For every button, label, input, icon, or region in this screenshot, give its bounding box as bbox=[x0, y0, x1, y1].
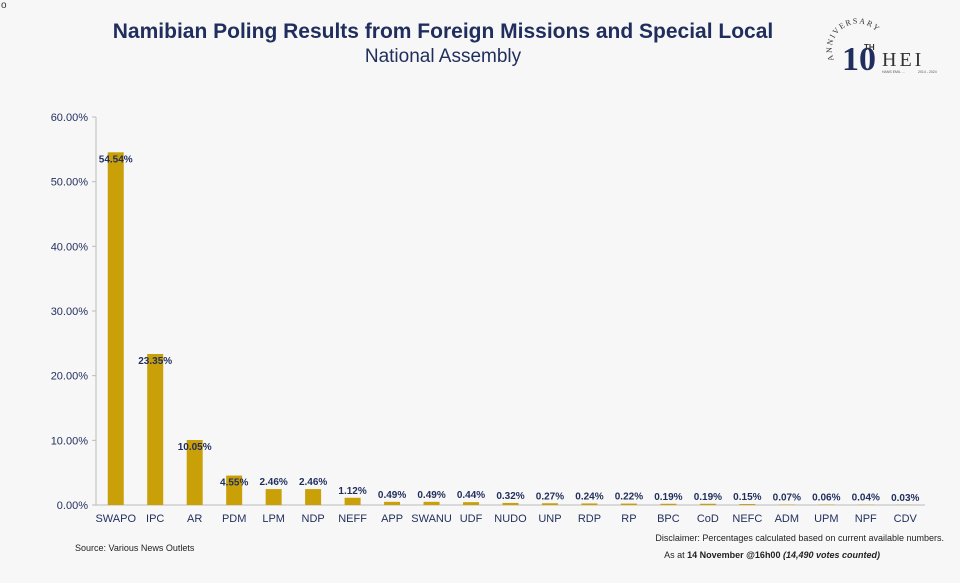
y-tick-label: 40.00% bbox=[51, 241, 89, 253]
x-tick-label: RDP bbox=[578, 513, 601, 525]
x-tick-label: UPM bbox=[814, 513, 838, 525]
x-tick-label: NEFC bbox=[732, 513, 762, 525]
bar bbox=[463, 502, 480, 505]
data-label: 0.32% bbox=[496, 491, 524, 502]
bar bbox=[699, 503, 716, 505]
data-label: 0.03% bbox=[891, 493, 919, 504]
x-tick-label: LPM bbox=[262, 513, 285, 525]
bar bbox=[739, 504, 756, 505]
y-tick-label: 10.00% bbox=[51, 435, 89, 447]
x-tick-label: UNP bbox=[538, 513, 561, 525]
logo-years: 2014 - 2024 bbox=[918, 70, 937, 74]
x-tick-label: BPC bbox=[657, 513, 680, 525]
as-at-date: 14 November @16h00 bbox=[687, 550, 781, 560]
corner-mark: o bbox=[1, 0, 7, 11]
x-tick-label: NDP bbox=[302, 513, 325, 525]
data-label: 23.35% bbox=[138, 356, 172, 367]
source-note: Source: Various News Outlets bbox=[75, 543, 195, 553]
logo-number: 10 bbox=[842, 41, 876, 78]
bar bbox=[107, 152, 124, 506]
bar bbox=[581, 503, 598, 505]
data-label: 0.07% bbox=[773, 493, 801, 504]
bar bbox=[502, 502, 519, 505]
y-tick-label: 20.00% bbox=[51, 371, 89, 383]
data-label: 0.19% bbox=[694, 492, 722, 503]
bar bbox=[660, 503, 677, 505]
data-label: 0.22% bbox=[615, 492, 643, 503]
data-label: 0.06% bbox=[812, 493, 840, 504]
data-label: 0.49% bbox=[417, 490, 445, 501]
data-label: 0.27% bbox=[536, 491, 564, 502]
data-label: 10.05% bbox=[178, 442, 212, 453]
bar bbox=[541, 503, 558, 505]
chart-subtitle: National Assembly bbox=[364, 46, 522, 67]
x-tick-label: NUDO bbox=[494, 513, 527, 525]
x-tick-label: PDM bbox=[222, 513, 246, 525]
data-label: 4.55% bbox=[220, 478, 248, 489]
x-tick-label: CoD bbox=[697, 513, 719, 525]
bar bbox=[226, 475, 243, 505]
x-tick-label: ADM bbox=[775, 513, 799, 525]
data-label: 0.49% bbox=[378, 490, 406, 501]
as-at-count: (14,490 votes counted) bbox=[782, 550, 880, 560]
disclaimer-note: Disclaimer: Percentages calculated based… bbox=[655, 533, 944, 543]
bar bbox=[344, 497, 361, 505]
chart-title: Namibian Poling Results from Foreign Mis… bbox=[112, 20, 774, 43]
data-label: 0.04% bbox=[852, 493, 880, 504]
bar bbox=[620, 503, 637, 505]
y-tick-label: 50.00% bbox=[51, 177, 89, 189]
x-tick-label: UDF bbox=[460, 513, 483, 525]
data-label: 0.24% bbox=[575, 491, 603, 502]
y-tick-label: 30.00% bbox=[51, 306, 89, 318]
logo-letters: HEI bbox=[882, 49, 924, 71]
y-tick-label: 60.00% bbox=[51, 112, 89, 124]
x-tick-label: SWANU bbox=[411, 513, 452, 525]
hei-anniversary-logo: ANNIVERSARY 10 TH HEI HANS EMIL ... 2014… bbox=[825, 16, 937, 78]
data-label: 1.12% bbox=[338, 486, 366, 497]
data-label: 2.46% bbox=[299, 477, 327, 488]
as-at-note: As at 14 November @16h00 (14,490 votes c… bbox=[664, 550, 880, 560]
x-tick-label: CDV bbox=[894, 513, 918, 525]
data-label: 54.54% bbox=[99, 154, 133, 165]
x-tick-label: RP bbox=[621, 513, 636, 525]
bar bbox=[423, 501, 440, 505]
data-label: 0.15% bbox=[733, 492, 761, 503]
y-tick-label: 0.00% bbox=[57, 500, 88, 512]
x-tick-label: SWAPO bbox=[95, 513, 136, 525]
bar bbox=[305, 489, 322, 505]
bar bbox=[384, 501, 401, 505]
bar bbox=[147, 354, 164, 505]
x-tick-label: APP bbox=[381, 513, 403, 525]
x-tick-label: AR bbox=[187, 513, 202, 525]
x-tick-label: NPF bbox=[855, 513, 877, 525]
bar bbox=[186, 440, 203, 505]
as-at-prefix: As at bbox=[664, 550, 685, 560]
data-label: 0.19% bbox=[654, 492, 682, 503]
x-tick-label: IPC bbox=[146, 513, 164, 525]
logo-tagline: HANS EMIL ... bbox=[882, 70, 905, 74]
logo-suffix: TH bbox=[864, 43, 875, 52]
bar bbox=[265, 489, 282, 505]
data-label: 2.46% bbox=[259, 477, 287, 488]
x-tick-label: NEFF bbox=[338, 513, 367, 525]
data-label: 0.44% bbox=[457, 490, 485, 501]
